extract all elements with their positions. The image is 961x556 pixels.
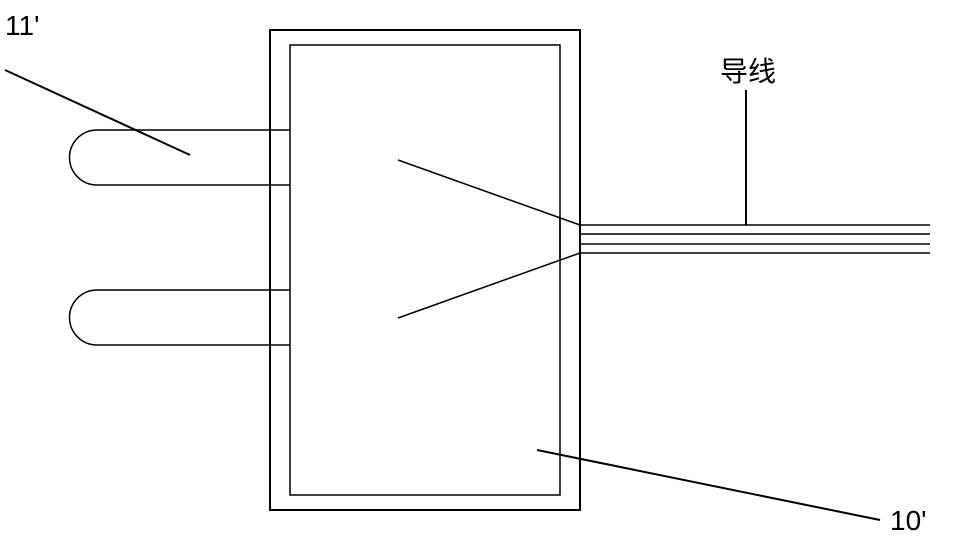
cone-top [398, 160, 580, 225]
body-inner [290, 45, 560, 495]
diagram-svg [0, 0, 961, 551]
leader-10 [537, 450, 880, 520]
leader-11 [5, 70, 190, 155]
label-wire: 导线 [720, 50, 776, 90]
label-11: 11' [5, 10, 39, 42]
plug-diagram: 11' 导线 10' [0, 0, 961, 551]
prong-bottom [70, 290, 291, 345]
prong-top [70, 130, 291, 185]
label-10: 10' [890, 505, 927, 537]
cone-bottom [398, 253, 580, 318]
